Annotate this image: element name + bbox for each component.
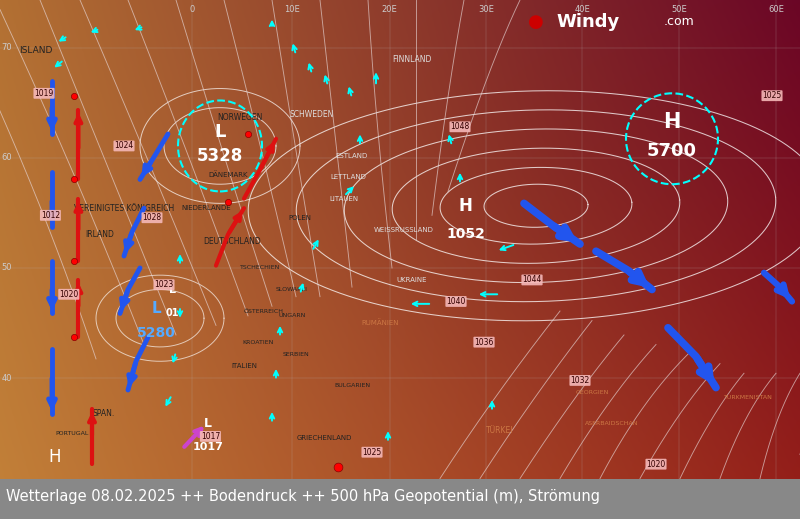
Text: H: H (458, 197, 473, 215)
Text: 1024: 1024 (114, 142, 134, 151)
Text: L: L (204, 417, 212, 430)
Text: KROATIEN: KROATIEN (242, 339, 274, 345)
Text: LETTLAND: LETTLAND (330, 174, 366, 180)
Text: UKRAINE: UKRAINE (397, 277, 427, 283)
Text: GEORGIEN: GEORGIEN (575, 390, 609, 395)
Text: ÖSTERREICH: ÖSTERREICH (244, 308, 284, 313)
Text: 10E: 10E (284, 5, 300, 14)
Text: ASERBAIDSCHAN: ASERBAIDSCHAN (586, 421, 638, 426)
Bar (0, 479, 800, 514)
Text: 40E: 40E (574, 5, 590, 14)
Text: PORTUGAL: PORTUGAL (55, 431, 89, 435)
Text: H: H (48, 448, 61, 466)
Text: SERBIEN: SERBIEN (282, 351, 310, 357)
Text: VEREINIGTES KÖNIGREICH: VEREINIGTES KÖNIGREICH (74, 203, 174, 213)
Text: 1023: 1023 (154, 280, 174, 289)
Text: 5328: 5328 (197, 146, 243, 165)
Text: .com: .com (664, 15, 694, 28)
Text: ITALIEN: ITALIEN (231, 363, 257, 369)
Text: Windy: Windy (556, 12, 619, 31)
Text: TÜRKEI: TÜRKEI (486, 426, 514, 435)
Text: 1052: 1052 (446, 227, 485, 241)
Text: L: L (151, 301, 161, 316)
Text: ●: ● (528, 12, 544, 31)
Text: 1032: 1032 (570, 376, 590, 385)
Text: 60E: 60E (768, 5, 784, 14)
Text: 1044: 1044 (522, 276, 542, 284)
Text: DÄNEMARK: DÄNEMARK (208, 171, 248, 178)
Text: 1017: 1017 (201, 432, 220, 441)
Text: DEUTSCHLAND: DEUTSCHLAND (203, 237, 261, 246)
Text: WEISSRUSSLAND: WEISSRUSSLAND (374, 227, 434, 233)
Text: 0: 0 (190, 5, 194, 14)
Text: 1028: 1028 (142, 213, 162, 222)
Text: 60: 60 (2, 154, 12, 162)
Text: 5280: 5280 (137, 325, 175, 339)
Text: 1019: 1019 (34, 89, 54, 98)
Text: RUMÄNIEN: RUMÄNIEN (362, 320, 398, 326)
Text: BULGARIEN: BULGARIEN (334, 383, 370, 388)
Text: NIEDERLANDE: NIEDERLANDE (182, 205, 231, 211)
Text: 1020: 1020 (59, 290, 78, 299)
Text: H: H (663, 112, 681, 132)
Text: Wetterlage 08.02.2025 ++ Bodendruck ++ 500 hPa Geopotential (m), Strömung: Wetterlage 08.02.2025 ++ Bodendruck ++ 5… (6, 489, 600, 504)
Text: L: L (169, 284, 175, 294)
Text: 1017: 1017 (193, 442, 223, 453)
Text: SCHWEDEN: SCHWEDEN (290, 111, 334, 119)
Text: 20E: 20E (382, 5, 398, 14)
Text: 50: 50 (2, 264, 12, 272)
Text: POLEN: POLEN (289, 215, 311, 221)
Text: SLOWAKEI: SLOWAKEI (276, 287, 308, 292)
Text: 1025: 1025 (362, 448, 382, 457)
Text: 1020: 1020 (646, 460, 666, 469)
Text: 1025: 1025 (762, 91, 782, 100)
Text: SPAN.: SPAN. (93, 409, 115, 418)
Text: 1012: 1012 (41, 211, 60, 220)
Text: L: L (214, 122, 226, 141)
Text: 5700: 5700 (647, 142, 697, 160)
Text: 50E: 50E (671, 5, 687, 14)
Text: 30E: 30E (478, 5, 494, 14)
Text: ISLAND: ISLAND (19, 46, 53, 54)
Text: 40: 40 (2, 374, 12, 383)
Text: LITAUEN: LITAUEN (330, 196, 358, 201)
Text: 01: 01 (166, 308, 178, 319)
Text: TURKMENISTAN: TURKMENISTAN (723, 394, 773, 400)
Text: UNGARN: UNGARN (278, 313, 306, 318)
Text: ESTLAND: ESTLAND (336, 153, 368, 158)
Text: IRLAND: IRLAND (86, 230, 114, 239)
Text: FINNLAND: FINNLAND (392, 56, 432, 64)
Text: TSCHECHIEN: TSCHECHIEN (240, 266, 280, 270)
Text: NORWEGEN: NORWEGEN (218, 113, 262, 122)
Text: GRIECHENLAND: GRIECHENLAND (296, 435, 352, 441)
Text: 1040: 1040 (446, 297, 466, 306)
Text: 70: 70 (2, 44, 12, 52)
Text: 1048: 1048 (450, 122, 470, 131)
Text: 1036: 1036 (474, 338, 494, 347)
